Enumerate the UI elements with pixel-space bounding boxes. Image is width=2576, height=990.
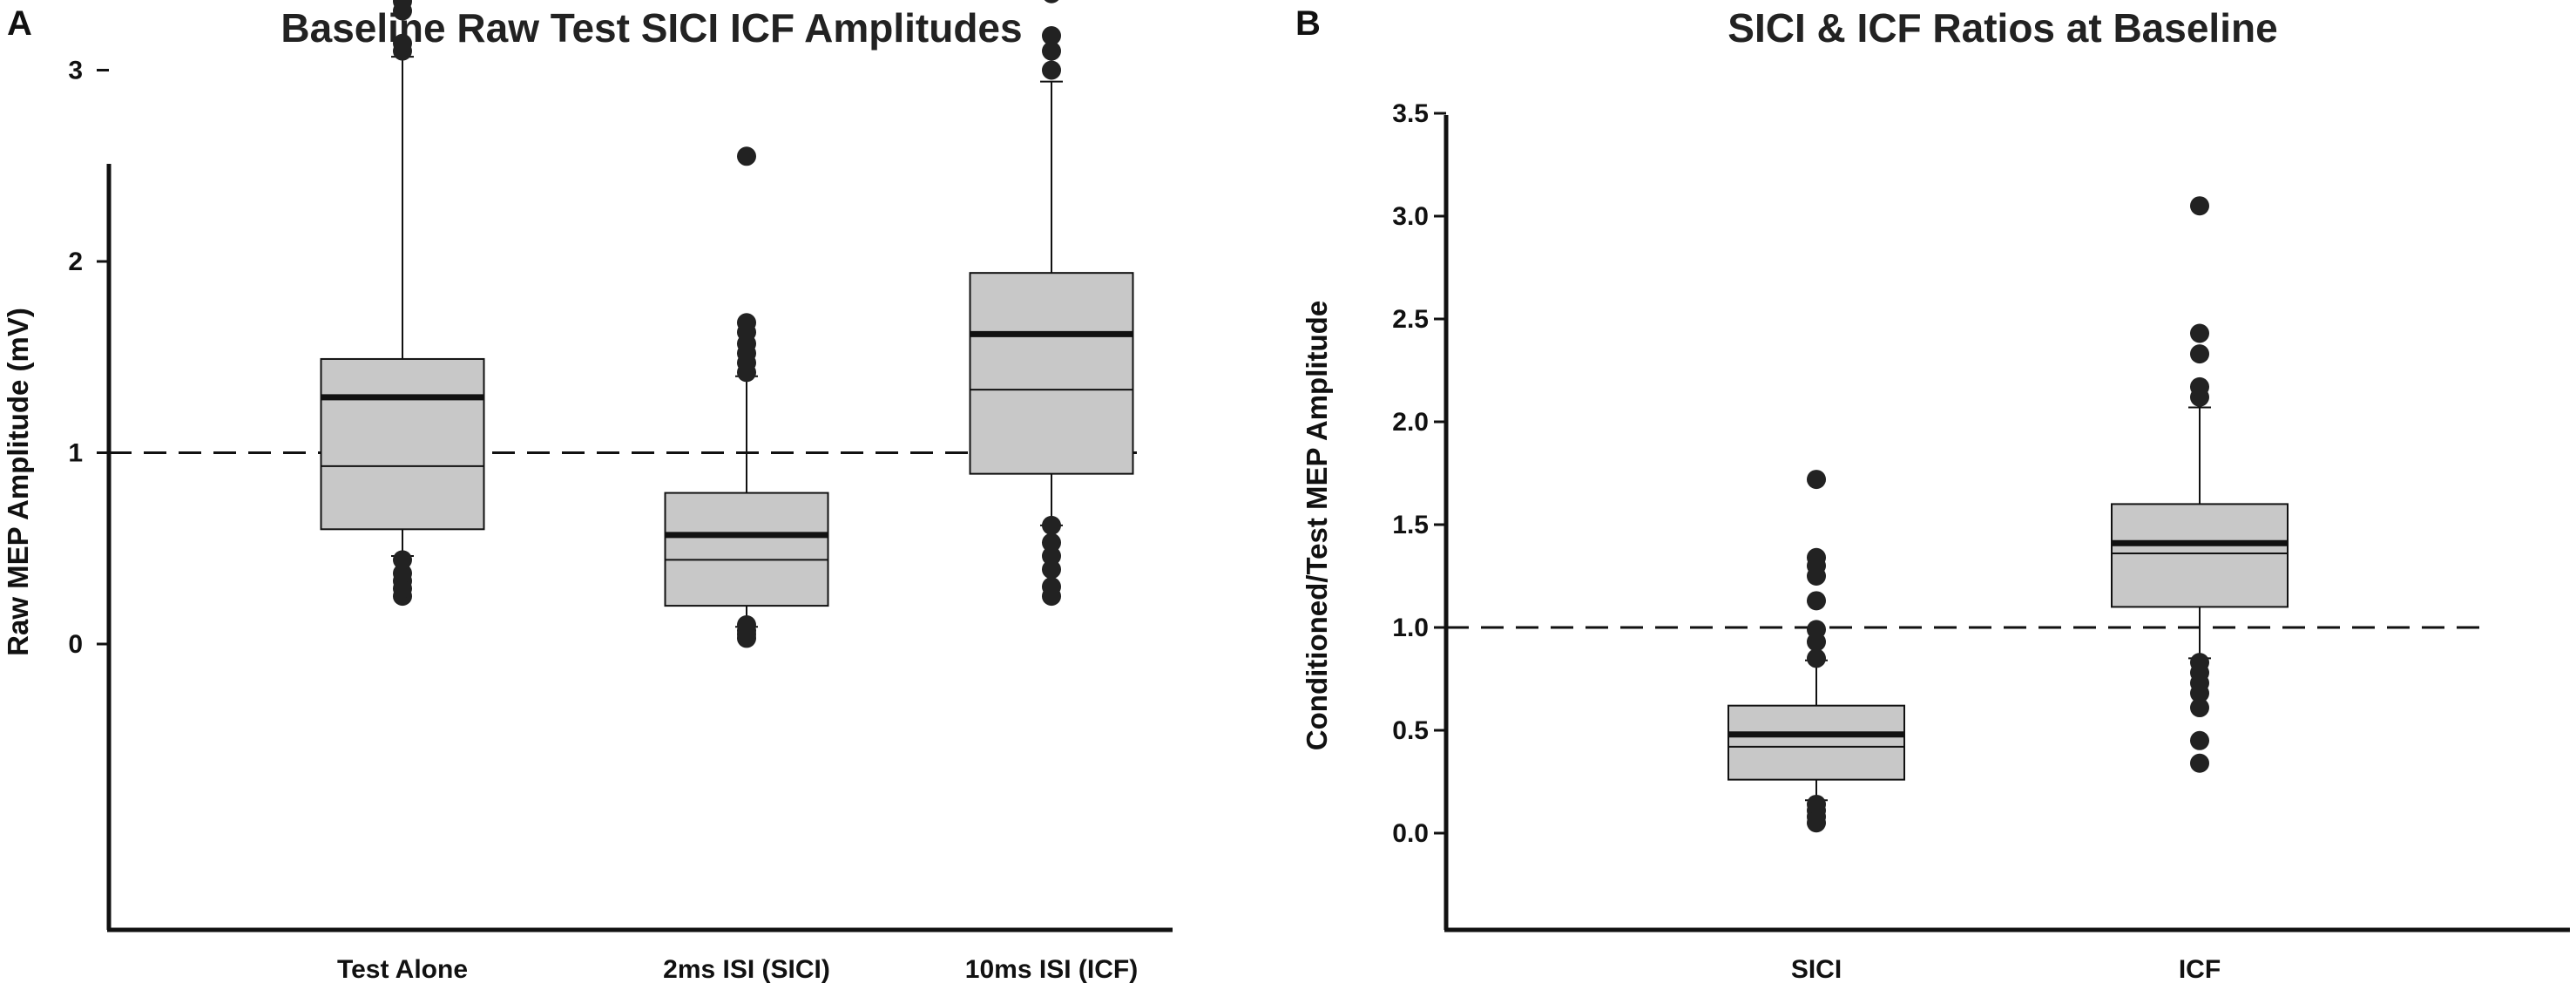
panel-a-y-tick-label: 0 [68, 630, 83, 659]
outlier-point-10ms-isi-icf [1042, 41, 1061, 61]
panel-b-letter: B [1295, 4, 1321, 43]
panel-b-y-ticks: 0.0 0.5 1.0 1.5 2.0 2.5 3.0 3.5 [1392, 99, 1446, 848]
x-tick-label-icf: ICF [2179, 955, 2221, 984]
panel-a-y-ticks: 0 1 2 3 [68, 57, 109, 659]
box-test-alone [320, 357, 485, 531]
panel-b-boxes [1727, 196, 2289, 833]
panel-b-y-tick-label: 3.0 [1392, 202, 1429, 231]
box-2ms-isi-sici [664, 492, 829, 607]
x-tick-label-test-alone: Test Alone [337, 955, 468, 984]
panel-b-y-tick-label: 1.5 [1392, 511, 1429, 539]
outlier-point-sici [1807, 648, 1826, 668]
panel-b-x-ticks: SICI ICF [1791, 955, 2221, 984]
outlier-point-icf [2190, 376, 2209, 397]
x-tick-label-2ms-isi-sici: 2ms ISI (SICI) [663, 955, 830, 984]
panel-b-y-tick-label: 3.5 [1392, 99, 1429, 128]
outlier-point-test-alone [393, 33, 412, 53]
box-group-10ms-isi-icf [969, 0, 1134, 607]
outlier-point-test-alone [393, 563, 412, 583]
panel-b-y-tick-label: 1.0 [1392, 614, 1429, 642]
outlier-point-10ms-isi-icf [1042, 515, 1061, 535]
box-group-test-alone [320, 0, 485, 607]
x-tick-label-10ms-isi-icf: 10ms ISI (ICF) [965, 955, 1138, 984]
box-group-sici [1727, 470, 1905, 833]
box-sici [1727, 704, 1905, 781]
box-group-icf [2111, 196, 2289, 773]
panel-b-y-tick-label: 2.5 [1392, 305, 1429, 334]
panel-a-boxes [320, 0, 1134, 648]
outlier-point-sici [1807, 591, 1826, 611]
panel-a-y-tick-label: 2 [68, 248, 83, 276]
outlier-point-sici [1807, 470, 1826, 490]
panel-b-y-axis-label: Conditioned/Test MEP Amplitude [1301, 301, 1333, 750]
panel-b: B SICI & ICF Ratios at Baseline Conditio… [1295, 4, 2570, 984]
outlier-point-2ms-isi-sici [737, 615, 756, 635]
outlier-point-10ms-isi-icf [1044, 0, 1059, 3]
outlier-point-sici [1807, 620, 1826, 640]
outlier-point-2ms-isi-sici [737, 146, 756, 166]
outlier-point-icf [2190, 753, 2209, 773]
panel-a-letter: A [7, 4, 32, 43]
box-icf [2111, 503, 2289, 608]
outlier-point-icf [2190, 730, 2209, 750]
outlier-point-icf [2190, 698, 2209, 718]
panel-a: A Baseline Raw Test SICI ICF Amplitudes … [2, 0, 1173, 984]
outlier-point-10ms-isi-icf [1042, 577, 1061, 597]
outlier-point-10ms-isi-icf [1042, 546, 1061, 566]
panel-a-title: Baseline Raw Test SICI ICF Amplitudes [281, 5, 1022, 51]
outlier-point-2ms-isi-sici [737, 313, 756, 333]
outlier-point-icf [2190, 344, 2209, 364]
outlier-point-icf [2190, 196, 2209, 216]
box-group-2ms-isi-sici [664, 146, 829, 648]
outlier-point-test-alone [393, 0, 412, 11]
outlier-point-sici [1807, 794, 1826, 814]
panel-b-y-tick-label: 2.0 [1392, 408, 1429, 437]
x-tick-label-sici: SICI [1791, 955, 1842, 984]
outlier-point-10ms-isi-icf [1042, 559, 1061, 580]
outlier-point-10ms-isi-icf [1042, 532, 1061, 553]
outlier-point-10ms-isi-icf [1042, 25, 1061, 45]
panel-b-title: SICI & ICF Ratios at Baseline [1727, 5, 2277, 51]
panel-a-y-axis-label: Raw MEP Amplitude (mV) [2, 308, 34, 656]
panel-b-y-tick-label: 0.0 [1392, 819, 1429, 848]
panel-a-x-ticks: Test Alone 2ms ISI (SICI) 10ms ISI (ICF) [337, 955, 1138, 984]
panel-b-y-tick-label: 0.5 [1392, 716, 1429, 745]
outlier-point-icf [2190, 323, 2209, 343]
panel-a-y-tick-label: 3 [68, 57, 83, 85]
box-10ms-isi-icf [969, 272, 1134, 475]
outlier-point-10ms-isi-icf [1042, 60, 1061, 80]
outlier-point-test-alone [393, 550, 412, 570]
outlier-point-icf [2190, 653, 2209, 673]
outlier-point-sici [1807, 547, 1826, 567]
panel-a-y-tick-label: 1 [68, 439, 83, 468]
